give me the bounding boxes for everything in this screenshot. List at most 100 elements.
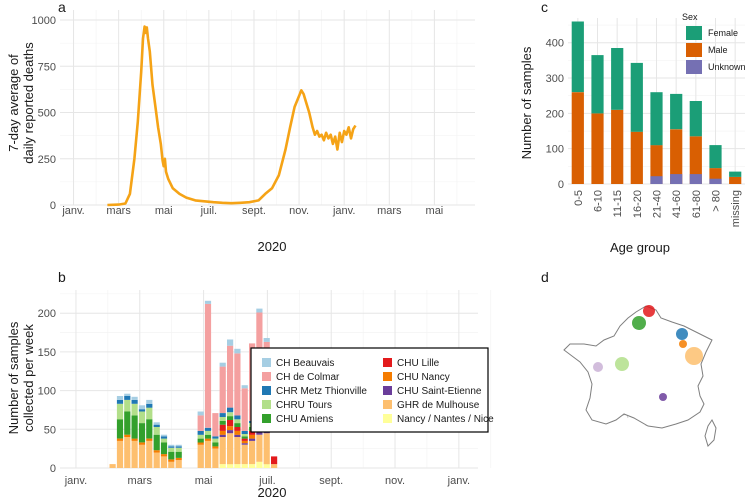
panel-a-grid <box>60 10 475 206</box>
panel-b-bar-segment <box>153 424 160 427</box>
panel-a-x-tick-label: janv. <box>332 205 355 217</box>
panel-b-bar-segment <box>227 412 234 417</box>
panel-b-bar-segment <box>227 464 234 468</box>
panel-b-bar-segment <box>241 388 248 431</box>
panel-b-bar-segment <box>116 440 124 468</box>
panel-b-legend-label: CHRU Tours <box>276 400 332 411</box>
panel-b-x-tick-label: mai <box>195 475 213 487</box>
panel-b-bar-segment <box>153 434 160 451</box>
panel-b-bar-segment <box>146 438 153 441</box>
panel-b-bar-segment <box>249 430 256 435</box>
panel-b-legend-label: GHR de Mulhouse <box>397 400 480 411</box>
panel-b-legend-swatch <box>383 386 392 395</box>
panel-b-legend-label: CH de Colmar <box>276 372 340 383</box>
panel-b-bar-segment <box>271 464 278 468</box>
panel-a-ylabel-line2: daily reported deaths <box>21 42 36 164</box>
panel-b-bar-segment <box>241 464 248 468</box>
site-marker <box>676 328 688 340</box>
panel-b-legend-swatch <box>383 414 392 423</box>
panel-b-bar-segment <box>256 432 263 435</box>
panel-b-legend-label: CHU Nancy <box>397 372 450 383</box>
panel-b-bar-segment <box>204 430 212 435</box>
panel-c-bar-female <box>650 92 663 146</box>
panel-c-bar-female <box>689 101 702 137</box>
panel-c-x-tick-label: 61-80 <box>691 190 703 218</box>
panel-b-bar-segment <box>124 434 131 437</box>
panel-b-bar-segment <box>168 459 175 462</box>
panel-b-bar-segment <box>138 411 146 424</box>
panel-b-bar-segment <box>138 423 146 443</box>
panel-b-legend-swatch <box>383 372 392 381</box>
panel-b-bar-segment <box>131 438 138 441</box>
panel-a-y-tick-label: 500 <box>38 108 56 120</box>
panel-c-legend-label: Male <box>708 45 728 55</box>
panel-b-bar-segment <box>131 399 138 404</box>
site-marker <box>659 393 667 401</box>
panel-b-bar-segment <box>219 434 226 437</box>
panel-b-bar-segment <box>241 436 248 439</box>
panel-b-bar-segment <box>249 464 256 468</box>
panel-b-bar-segment <box>212 448 219 468</box>
panel-c-bar-unknown <box>689 174 702 184</box>
panel-c-bar-male <box>611 109 624 184</box>
panel-b-bar-segment <box>234 427 241 431</box>
panel-a-x-tick-label: mai <box>426 205 444 217</box>
panel-c-bar-female <box>729 171 742 177</box>
panel-b-bar-segment <box>227 433 234 465</box>
panel-c-y-tick-label: 400 <box>546 38 564 50</box>
panel-b-bar-segment <box>234 423 241 427</box>
panel-c-x-tick-label: 11-15 <box>612 190 624 217</box>
panel-b-legend-swatch <box>383 400 392 409</box>
panel-b-bar-segment <box>168 451 175 460</box>
panel-b-bar-segment <box>241 440 248 444</box>
panel-b-bar-segment <box>219 430 226 435</box>
panel-b-bar-segment <box>175 451 182 458</box>
panel-b-x-tick-label: janv. <box>64 475 87 487</box>
panel-b-bar-segment <box>168 447 175 452</box>
panel-c-legend-label: Female <box>708 28 738 38</box>
panel-b-legend: CH Beauvais CH de Colmar CHR Metz Thionvil… <box>250 347 494 433</box>
site-marker <box>679 340 687 348</box>
panel-b-bar-segment <box>197 430 204 435</box>
panel-b-bar-segment <box>204 434 212 439</box>
panel-b-bar-segment <box>124 396 131 400</box>
panel-b-legend-label: CHU Saint-Etienne <box>397 386 482 397</box>
panel-b-bar-segment <box>219 366 226 413</box>
panel-b-bar-segment <box>234 434 241 437</box>
panel-c-legend-title: Sex <box>682 12 698 22</box>
panel-b-bar-segment <box>256 434 263 462</box>
panel-b-y-tick-label: 50 <box>44 424 56 436</box>
panel-b-bar-segment <box>219 416 226 421</box>
panel-a-y-tick-label: 0 <box>50 200 56 212</box>
panel-b-bar-segment <box>197 411 204 416</box>
panel-b-bar-segment <box>271 456 278 465</box>
panel-b-bar-segment <box>168 444 175 447</box>
panel-b-y-tick-label: 200 <box>38 308 56 320</box>
panel-b-x-tick-label: sept. <box>319 475 343 487</box>
panel-b-bar-segment <box>116 438 124 441</box>
panel-b-bar-segment <box>256 461 263 468</box>
panel-b-y-tick-label: 0 <box>50 463 56 475</box>
panel-b-bar-segment <box>146 407 153 420</box>
panel-b-bar-segment <box>131 440 138 468</box>
panel-b-bar-segment <box>116 419 124 439</box>
panel-b-bar-segment <box>168 446 175 448</box>
panel-b-ylabel-line2: collected per week <box>21 324 36 432</box>
panel-b-bar-segment <box>212 436 219 439</box>
panel-a-x-tick-label: mai <box>155 205 173 217</box>
panel-b-xlabel: 2020 <box>258 485 287 500</box>
panel-b-bar-segment <box>124 399 131 412</box>
site-marker <box>632 316 646 330</box>
panel-c-bar-male <box>670 129 683 184</box>
panel-b-bar-segment <box>234 419 241 424</box>
panel-c-x-tick-label: 6-10 <box>593 190 605 212</box>
panel-c-bar-male <box>591 113 604 184</box>
panel-b-bar-segment <box>227 426 234 431</box>
panel-c-bar-unknown <box>650 176 663 184</box>
panel-b-bar-segment <box>249 440 256 465</box>
panel-b-bar-segment <box>116 396 124 400</box>
panel-b-bar-segment <box>168 461 175 468</box>
panel-c-y-tick-label: 300 <box>546 73 564 85</box>
panel-c-x-tick-label: 21-40 <box>652 190 664 218</box>
